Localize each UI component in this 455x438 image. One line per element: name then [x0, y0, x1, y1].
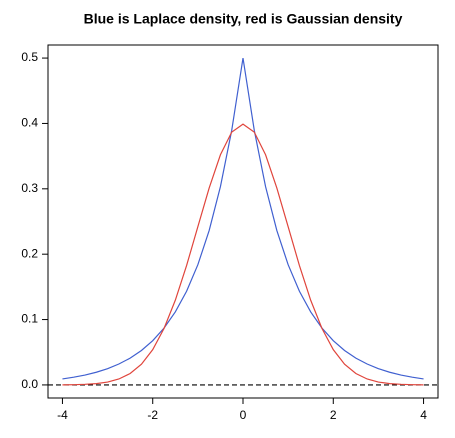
y-tick-label: 0.4 — [21, 116, 38, 130]
y-tick-label: 0.5 — [21, 50, 38, 64]
x-tick-label: 2 — [330, 408, 337, 422]
x-tick-label: -4 — [57, 408, 68, 422]
chart-title: Blue is Laplace density, red is Gaussian… — [84, 11, 403, 27]
y-tick-label: 0.2 — [21, 246, 38, 260]
x-tick-label: -2 — [147, 408, 158, 422]
y-tick-label: 0.1 — [21, 312, 38, 326]
x-tick-label: 4 — [420, 408, 427, 422]
plot-frame — [47, 44, 439, 399]
y-tick-label: 0.3 — [21, 181, 38, 195]
density-line — [62, 123, 424, 386]
density-line — [62, 57, 424, 380]
y-tick-label: 0.0 — [21, 377, 38, 391]
x-tick-label: 0 — [240, 408, 247, 422]
